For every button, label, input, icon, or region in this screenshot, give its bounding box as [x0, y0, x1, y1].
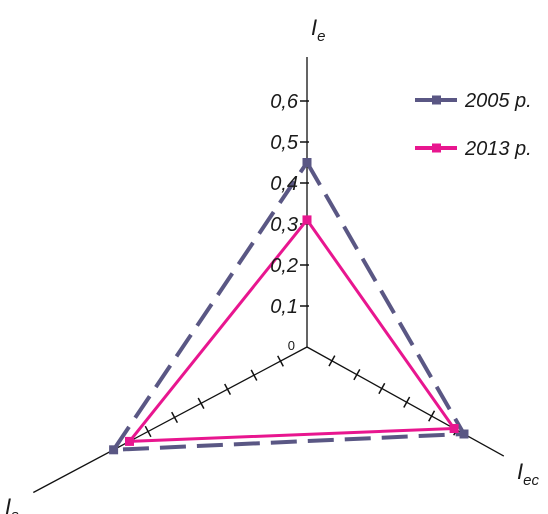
legend: 2005 p. 2013 p. — [415, 90, 532, 160]
tick-s-3 — [224, 383, 232, 395]
axis-line-ec — [306, 346, 505, 457]
tick-s-4 — [197, 397, 205, 409]
tick-ec-3 — [378, 382, 386, 395]
tick-ec-5 — [428, 410, 436, 422]
axis-line-s — [32, 346, 308, 494]
tick-label: 0,5 — [270, 132, 299, 154]
series-2-point-e — [302, 215, 312, 225]
tick-ec-2 — [353, 369, 361, 381]
legend-item-2: 2013 p. — [415, 138, 532, 160]
legend-label: 2013 p. — [464, 138, 532, 160]
series-2-point-s — [125, 436, 134, 446]
series-1-point-ec — [459, 429, 469, 439]
tick-s-6 — [144, 425, 152, 438]
tick-s-5 — [171, 411, 179, 424]
tick-s-1 — [277, 355, 284, 367]
legend-label: 2005 p. — [464, 90, 532, 112]
tick-label: 0 — [288, 338, 295, 353]
series-2-point-ec — [449, 424, 459, 433]
tick-label: 0,2 — [270, 255, 298, 277]
tick-ec-1 — [328, 355, 336, 367]
series-1-point-s — [109, 445, 119, 455]
tick-s-2 — [250, 369, 258, 381]
axis-label-e: Ie — [311, 15, 325, 45]
legend-swatch-marker — [432, 143, 441, 153]
legend-swatch-marker — [432, 95, 441, 105]
axis-label-s: Is — [5, 494, 19, 514]
series-1-line — [109, 158, 468, 452]
axes-layer — [32, 57, 505, 494]
series-layer — [109, 158, 469, 455]
label-layer: 0 0,1 0,2 0,3 0,4 0,5 0,6 Ie Iec Is — [5, 15, 539, 514]
tick-label: 0,3 — [270, 214, 298, 236]
tick-label: 0,1 — [270, 296, 298, 318]
tick-ec-4 — [403, 396, 411, 408]
tick-label: 0,6 — [270, 91, 299, 113]
series-1-point-e — [302, 158, 312, 167]
axis-label-ec: Iec — [517, 459, 539, 489]
series-2-line — [126, 217, 457, 444]
tick-label: 0,4 — [270, 173, 298, 195]
legend-item-1: 2005 p. — [415, 90, 532, 112]
